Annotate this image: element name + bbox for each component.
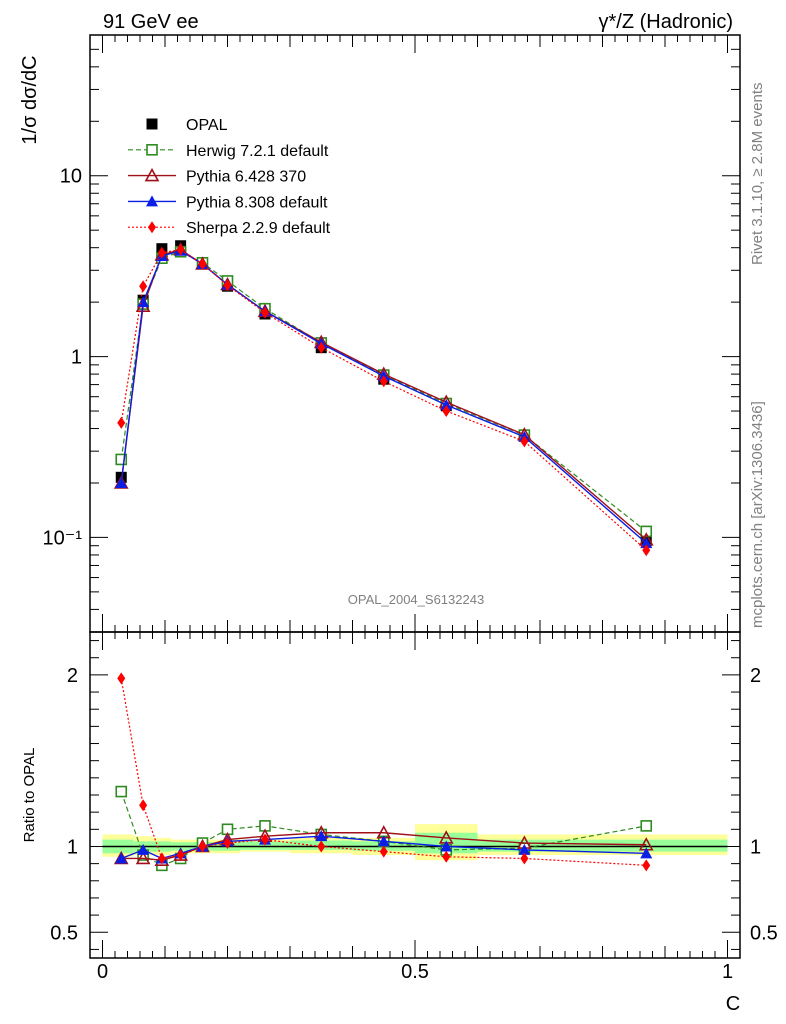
point-sherpa [642, 544, 651, 557]
header-left: 91 GeV ee [103, 11, 199, 33]
ratio-point-herwig [640, 820, 653, 832]
ratio-panel: 0.5 0.5 1 1 2 2 0 0.5 1 [50, 631, 778, 983]
point-sherpa [379, 375, 388, 388]
series-data [115, 240, 652, 547]
ratio-point-sherpa [520, 852, 529, 865]
ratio-point-sherpa [379, 845, 388, 858]
legend-marker-pythia6 [144, 167, 160, 182]
series-line-sherpa [120, 249, 647, 551]
rivet-label: Rivet 3.1.10, ≥ 2.8M events [749, 83, 766, 266]
ratio-point-sherpa [157, 852, 166, 865]
point-sherpa [157, 246, 166, 259]
y-tick-label: 1 [71, 347, 82, 369]
ratio-y-tick-label-right: 0.5 [750, 922, 778, 944]
series-line-pythia8 [120, 249, 647, 544]
legend-label: Pythia 6.428 370 [186, 169, 306, 186]
ratio-point-sherpa [223, 837, 232, 850]
ratio-ylabel: Ratio to OPAL [21, 748, 38, 843]
legend-entry: OPAL [146, 117, 228, 134]
point-pythia8 [440, 398, 453, 410]
point-sherpa [317, 341, 326, 354]
point-sherpa [442, 405, 451, 418]
point-pythia8 [137, 296, 150, 308]
ratio-point-herwig [115, 785, 128, 798]
main-ylabel: 1/σ dσ/dC [19, 55, 41, 144]
ratio-point-sherpa [642, 859, 651, 872]
legend-label: Sherpa 2.2.9 default [186, 220, 331, 237]
legend-marker-sherpa [148, 221, 156, 234]
series-sherpa [117, 243, 651, 557]
ratio-point-sherpa [139, 799, 148, 812]
ratio-y-tick-label-right: 2 [750, 665, 761, 687]
point-sherpa [520, 435, 529, 448]
ratio-y-tick-label: 1 [67, 836, 78, 858]
watermark: OPAL_2004_S6132243 [348, 592, 484, 607]
ratio-frame [89, 631, 741, 959]
ratio-line-sherpa [120, 678, 647, 866]
series-herwig [115, 245, 653, 538]
ratio-line-pythia8 [120, 835, 647, 860]
ratio-point-sherpa [176, 849, 185, 862]
point-sherpa [139, 280, 148, 293]
ratio-point-sherpa [442, 850, 451, 863]
x-tick-label: 0.5 [401, 961, 429, 983]
series-line-herwig [120, 251, 647, 532]
point-sherpa [117, 416, 126, 429]
band-green [240, 841, 290, 850]
legend-entry: Herwig 7.2.1 default [128, 143, 329, 160]
point-sherpa [198, 258, 207, 271]
legend: OPAL Herwig 7.2.1 default Pythia 6.428 370… [128, 117, 331, 237]
ratio-point-pythia8 [115, 852, 128, 864]
ratio-point-pythia6 [135, 850, 151, 865]
point-pythia8 [115, 476, 128, 488]
point-herwig [640, 525, 653, 538]
source-label: mcplots.cern.ch [arXiv:1306.3436] [749, 401, 766, 628]
legend-entry: Sherpa 2.2.9 default [128, 220, 331, 237]
legend-marker-herwig [146, 144, 158, 156]
x-axis-label: C [726, 993, 740, 1015]
ratio-point-pythia8 [640, 847, 653, 859]
y-tick-label: 10⁻¹ [43, 527, 83, 549]
legend-marker-data [146, 118, 158, 130]
legend-label: Pythia 8.308 default [186, 194, 328, 211]
legend-marker-pythia8 [146, 195, 158, 207]
ratio-point-sherpa [317, 840, 326, 853]
x-tick-label: 0 [97, 961, 108, 983]
ratio-point-sherpa [117, 672, 126, 685]
ratio-y-tick-label-right: 1 [750, 836, 761, 858]
ratio-y-tick-label: 2 [67, 665, 78, 687]
header-right: γ*/Z (Hadronic) [599, 11, 733, 33]
x-tick-label: 1 [722, 961, 733, 983]
point-sherpa [261, 306, 269, 319]
point-sherpa [223, 279, 232, 292]
ratio-point-pythia8 [440, 840, 453, 852]
point-herwig [115, 453, 128, 466]
ratio-point-pythia8 [518, 843, 531, 855]
point-sherpa [176, 243, 185, 256]
ratio-point-sherpa [261, 833, 269, 846]
series-pythia6 [113, 242, 654, 546]
ratio-point-sherpa [198, 840, 207, 853]
ratio-point-pythia8 [315, 830, 328, 842]
ratio-point-pythia8 [377, 835, 390, 847]
y-tick-label: 10 [60, 166, 82, 188]
legend-entry: Pythia 6.428 370 [128, 167, 306, 186]
series-line-pythia6 [120, 248, 647, 541]
series-pythia8 [115, 244, 653, 549]
ratio-point-pythia8 [137, 843, 150, 855]
legend-label: OPAL [186, 117, 228, 134]
legend-entry: Pythia 8.308 default [128, 194, 328, 211]
legend-label: Herwig 7.2.1 default [186, 143, 329, 160]
ratio-series-sherpa [117, 672, 651, 872]
ratio-y-tick-label: 0.5 [50, 922, 78, 944]
point-pythia8 [640, 537, 653, 549]
